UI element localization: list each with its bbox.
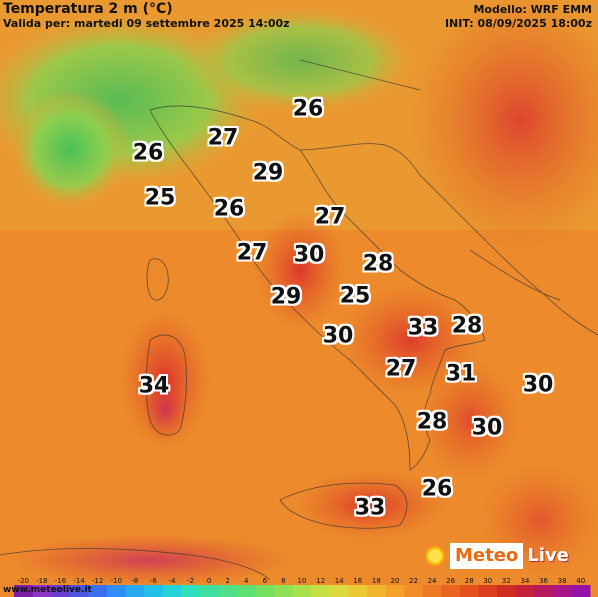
city-temp-label: 26 xyxy=(132,140,164,166)
city-temp-label: 28 xyxy=(451,313,483,339)
valid-time: Valida per: martedi 09 settembre 2025 14… xyxy=(3,17,290,30)
legend-tick-label: 32 xyxy=(502,577,511,585)
legend-swatch xyxy=(236,585,257,597)
coastlines xyxy=(0,59,598,581)
legend-tick-label: -18 xyxy=(36,577,47,585)
legend-tick-label: 12 xyxy=(316,577,325,585)
city-temp-label: 34 xyxy=(138,373,170,399)
legend-tick-label: 24 xyxy=(428,577,437,585)
model-name: Modello: WRF EMM xyxy=(473,3,592,16)
city-temp-label: 31 xyxy=(445,361,477,387)
legend-swatch xyxy=(478,585,498,597)
city-temp-label: 27 xyxy=(207,125,239,151)
legend-swatch xyxy=(329,585,349,597)
legend-tick-label: -10 xyxy=(110,577,121,585)
logo-meteo-text: Meteo xyxy=(450,543,524,569)
city-temp-label: 27 xyxy=(236,240,268,266)
legend-swatch xyxy=(571,585,591,597)
legend-tick-label: -16 xyxy=(55,577,67,585)
city-temp-label: 30 xyxy=(293,242,325,268)
legend-swatch xyxy=(385,585,405,597)
legend-tick-label: -8 xyxy=(131,577,138,585)
city-temp-label: 25 xyxy=(339,283,371,309)
city-temp-label: 26 xyxy=(292,96,324,122)
legend-swatch xyxy=(181,585,201,597)
legend-tick-label: 30 xyxy=(483,577,492,585)
city-temp-label: 27 xyxy=(385,356,417,382)
legend-swatch xyxy=(162,585,182,597)
city-temp-label: 33 xyxy=(354,495,386,521)
site-url: www.meteolive.it xyxy=(3,585,92,595)
legend-tick-label: 34 xyxy=(521,577,530,585)
legend-swatch xyxy=(144,585,164,597)
legend-swatch xyxy=(367,585,387,597)
legend-tick-label: 26 xyxy=(446,577,455,585)
city-temp-label: 30 xyxy=(522,372,554,398)
legend-swatch xyxy=(422,585,442,597)
legend-tick-label: 40 xyxy=(576,577,585,585)
legend-swatch xyxy=(311,585,331,597)
legend-swatch xyxy=(497,585,517,597)
legend-swatch xyxy=(274,585,294,597)
map-title: Temperatura 2 m (°C) xyxy=(3,1,173,17)
city-temp-label: 33 xyxy=(407,315,439,341)
legend-swatch xyxy=(199,585,219,597)
legend-swatch xyxy=(255,585,275,597)
legend-tick-label: 38 xyxy=(558,577,567,585)
legend-swatch xyxy=(404,585,424,597)
legend-tick-label: 14 xyxy=(335,577,344,585)
legend-tick-label: 0 xyxy=(207,577,211,585)
city-temp-label: 30 xyxy=(471,415,503,441)
temperature-legend: -20 -18 -16 -14 -12 -10 -8 -6 -4 -2 0 2 4 6 8 10 12 14 16 1… xyxy=(14,577,591,597)
legend-tick-label: -6 xyxy=(150,577,158,585)
city-temp-label: 26 xyxy=(421,476,453,502)
city-temp-label: 27 xyxy=(314,204,346,230)
legend-swatch xyxy=(348,585,368,597)
legend-swatch xyxy=(88,585,108,597)
legend-swatch xyxy=(14,585,34,597)
legend-tick-label: 6 xyxy=(263,577,268,585)
legend-tick-label: 18 xyxy=(372,577,381,585)
legend-swatch xyxy=(218,585,238,597)
city-temp-label: 28 xyxy=(416,409,448,435)
legend-swatch xyxy=(534,585,554,597)
legend-swatch xyxy=(441,585,461,597)
legend-tick-label: 2 xyxy=(225,577,229,585)
city-temp-label: 30 xyxy=(322,323,354,349)
legend-tick-label: -20 xyxy=(18,577,29,585)
legend-swatch xyxy=(552,585,572,597)
legend-tick-label: 36 xyxy=(539,577,548,585)
sun-icon xyxy=(424,545,446,567)
legend-swatch xyxy=(459,585,480,597)
city-temp-label: 29 xyxy=(252,160,284,186)
legend-swatch xyxy=(515,585,535,597)
legend-tick-label: 4 xyxy=(244,577,249,585)
legend-tick-label: -4 xyxy=(168,577,176,585)
legend-tick-label: -2 xyxy=(187,577,194,585)
legend-swatch xyxy=(292,585,312,597)
city-temp-label: 26 xyxy=(213,196,245,222)
legend-swatch xyxy=(51,585,71,597)
city-temp-label: 25 xyxy=(144,185,176,211)
legend-tick-label: -14 xyxy=(73,577,85,585)
legend-tick-label: 10 xyxy=(298,577,307,585)
legend-tick-label: 28 xyxy=(465,577,474,585)
legend-tick-label: 22 xyxy=(409,577,418,585)
legend-swatch xyxy=(69,585,89,597)
legend-swatch xyxy=(32,585,52,597)
legend-tick-label: 8 xyxy=(281,577,285,585)
meteolive-logo: Meteo Live xyxy=(424,542,576,570)
city-temp-label: 28 xyxy=(362,251,394,277)
legend-tick-label: 16 xyxy=(353,577,362,585)
city-temp-label: 29 xyxy=(270,284,302,310)
legend-swatch xyxy=(106,585,126,597)
legend-tick-label: -12 xyxy=(92,577,103,585)
legend-tick-label: 20 xyxy=(390,577,399,585)
legend-swatch xyxy=(125,585,145,597)
logo-live-text: Live xyxy=(527,545,569,566)
init-time: INIT: 08/09/2025 18:00z xyxy=(444,17,592,30)
